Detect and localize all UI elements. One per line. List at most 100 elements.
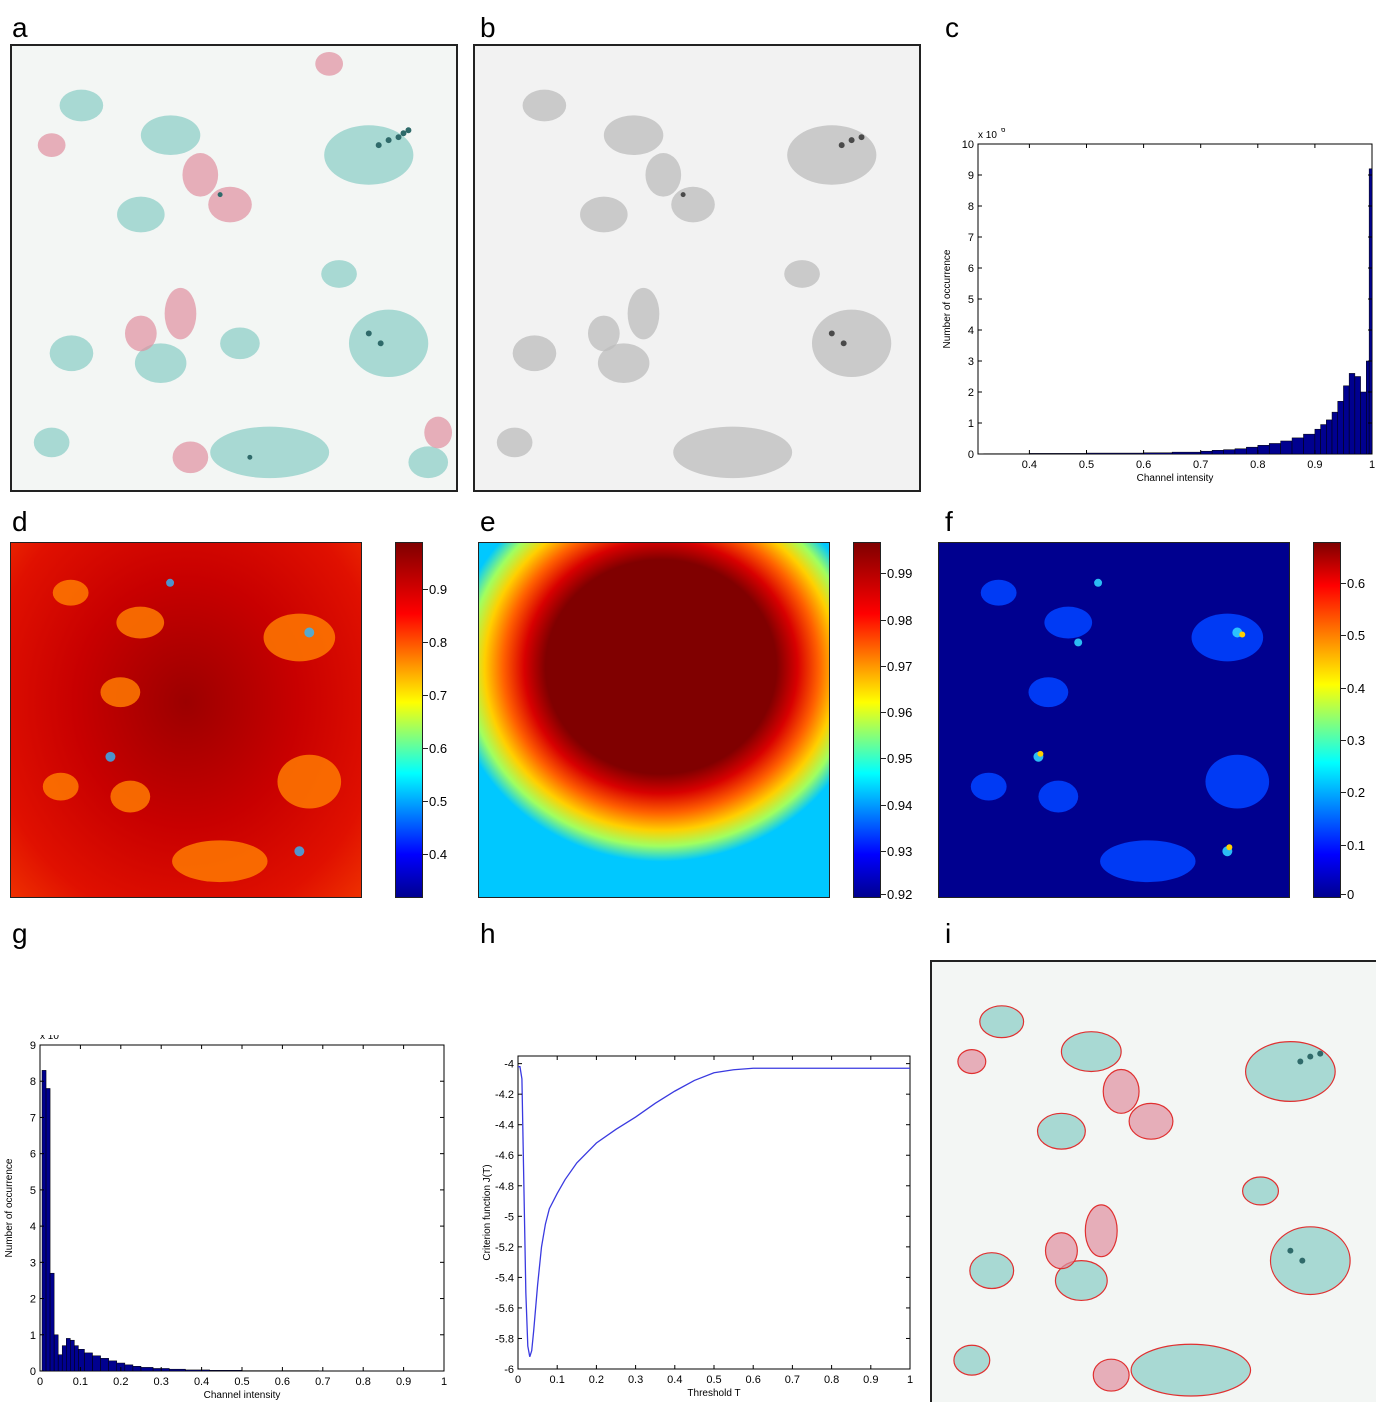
histogram-bar [140,1367,154,1372]
x-tick-label: 0.4 [667,1374,682,1386]
histogram-bar [1211,450,1224,455]
x-axis-label: Channel intensity [204,1390,281,1401]
x-tick-label: 0.3 [154,1376,169,1388]
x-tick-label: 0.3 [628,1374,643,1386]
colorbar-tick-label: 0.6 [1340,575,1366,591]
x-tick-label: 0 [515,1374,521,1386]
histogram-bar [1143,452,1173,455]
exponent-label: x 10 [40,1035,59,1042]
histogram-bar [78,1349,85,1372]
histogram-bar [1314,428,1321,455]
heatmap-corrected-intensity [938,542,1290,898]
histogram-bar [1029,453,1087,455]
y-tick-label: 1 [30,1330,36,1342]
histogram-bar [45,1088,51,1372]
micrograph-segmentation-overlay [930,960,1376,1402]
colorbar-tick-label: 0.7 [422,688,448,704]
plot-frame [977,143,1373,455]
micrograph-original-color [10,44,458,492]
histogram-bar [1331,411,1338,455]
y-tick-label: 8 [30,1076,36,1088]
colorbar-tick-label: 0.4 [1340,680,1366,696]
x-tick-label: 1 [441,1376,447,1388]
histogram-bar [1326,419,1333,455]
x-tick-label: 0.7 [315,1376,330,1388]
plot-frame [39,1044,445,1372]
x-tick-label: 0.5 [234,1376,249,1388]
histogram-bar [1337,401,1344,455]
y-axis-label: Criterion function J(T) [482,1164,493,1260]
y-tick-label: 4 [968,325,974,337]
criterion-line [518,1066,910,1357]
x-tick-label: 0.9 [1307,459,1322,471]
x-tick-label: 0.6 [275,1376,290,1388]
y-axis-label: Number of occurrence [942,249,953,348]
panel-letter-h: h [480,918,496,949]
heatmap-corrected-cells [970,578,1270,883]
histogram-bar [53,1334,59,1372]
histogram-bar [41,1070,47,1372]
colorbar-tick-label: 0.6 [422,741,448,757]
heatmap-background-estimate [478,542,830,898]
y-tick-label: 6 [30,1149,36,1161]
x-tick-label: 0.1 [73,1376,88,1388]
colorbar-tick-label: 0.5 [422,794,448,810]
histogram-bar [100,1358,109,1372]
colorbar-e [853,542,881,898]
histogram-bar [1257,445,1270,455]
histogram-bar [1366,360,1370,455]
x-tick-label: 0.4 [194,1376,209,1388]
x-tick-label: 1 [1369,459,1375,471]
y-tick-label: -5 [504,1211,514,1223]
colorbar-tick-label: 0.92 [880,887,913,902]
histogram-bar [1223,449,1236,455]
panel-letter-i: i [945,918,952,949]
histogram-bar [1234,448,1247,455]
x-axis-label: Channel intensity [1137,473,1214,484]
y-tick-label: 1 [968,418,974,430]
colorbar-d-tick-labels: 0.9 0.8 0.7 0.6 0.5 0.4 [422,542,469,898]
histogram-bar [1360,391,1367,455]
y-tick-label: 3 [30,1257,36,1269]
colorbar-e-tick-labels: 0.99 0.98 0.97 0.96 0.95 0.94 0.93 0.92 [880,542,927,902]
panel-letter-c: c [945,12,959,43]
colorbar-tick-label: 0.95 [880,751,913,767]
y-tick-label: 8 [968,201,974,213]
histogram-bar [185,1369,210,1372]
histogram-bar [92,1355,101,1372]
histogram-bar [84,1352,93,1372]
colorbar-tick-label: 0.96 [880,705,913,721]
micrograph-original-cells [33,51,453,479]
y-tick-label: 0 [968,449,974,461]
y-tick-label: 9 [968,170,974,182]
histogram-bar [1303,433,1316,455]
x-tick-label: 0 [37,1376,43,1388]
colorbar-d [395,542,423,898]
y-tick-label: 2 [30,1294,36,1306]
histogram-bar [124,1364,134,1372]
histogram-bar [1171,451,1201,455]
histogram-bar [169,1368,186,1372]
colorbar-tick-label: 0.5 [1340,628,1366,644]
histogram-bar [1268,443,1281,455]
y-tick-label: -4.4 [495,1120,514,1132]
colorbar-tick-label: 0.94 [880,797,913,813]
y-tick-label: 9 [30,1040,36,1052]
colorbar-tick-label: 0.97 [880,658,913,674]
histogram-bar [1320,424,1327,455]
y-tick-label: 2 [968,387,974,399]
x-tick-label: 0.1 [550,1374,565,1386]
x-axis-label: Threshold T [687,1388,740,1399]
heatmap-channel-intensity [10,542,362,898]
histogram-bar [209,1370,243,1372]
colorbar-f [1313,542,1341,898]
colorbar-tick-label: 0.98 [880,612,913,628]
y-axis-label: Number of occurrence [4,1158,15,1257]
x-tick-label: 0.7 [785,1374,800,1386]
histogram-bar [1348,373,1356,455]
histogram-bar [1200,450,1213,455]
x-tick-label: 0.6 [746,1374,761,1386]
micrograph-grayscale-channel [473,44,921,492]
plot-frame [517,1055,911,1370]
